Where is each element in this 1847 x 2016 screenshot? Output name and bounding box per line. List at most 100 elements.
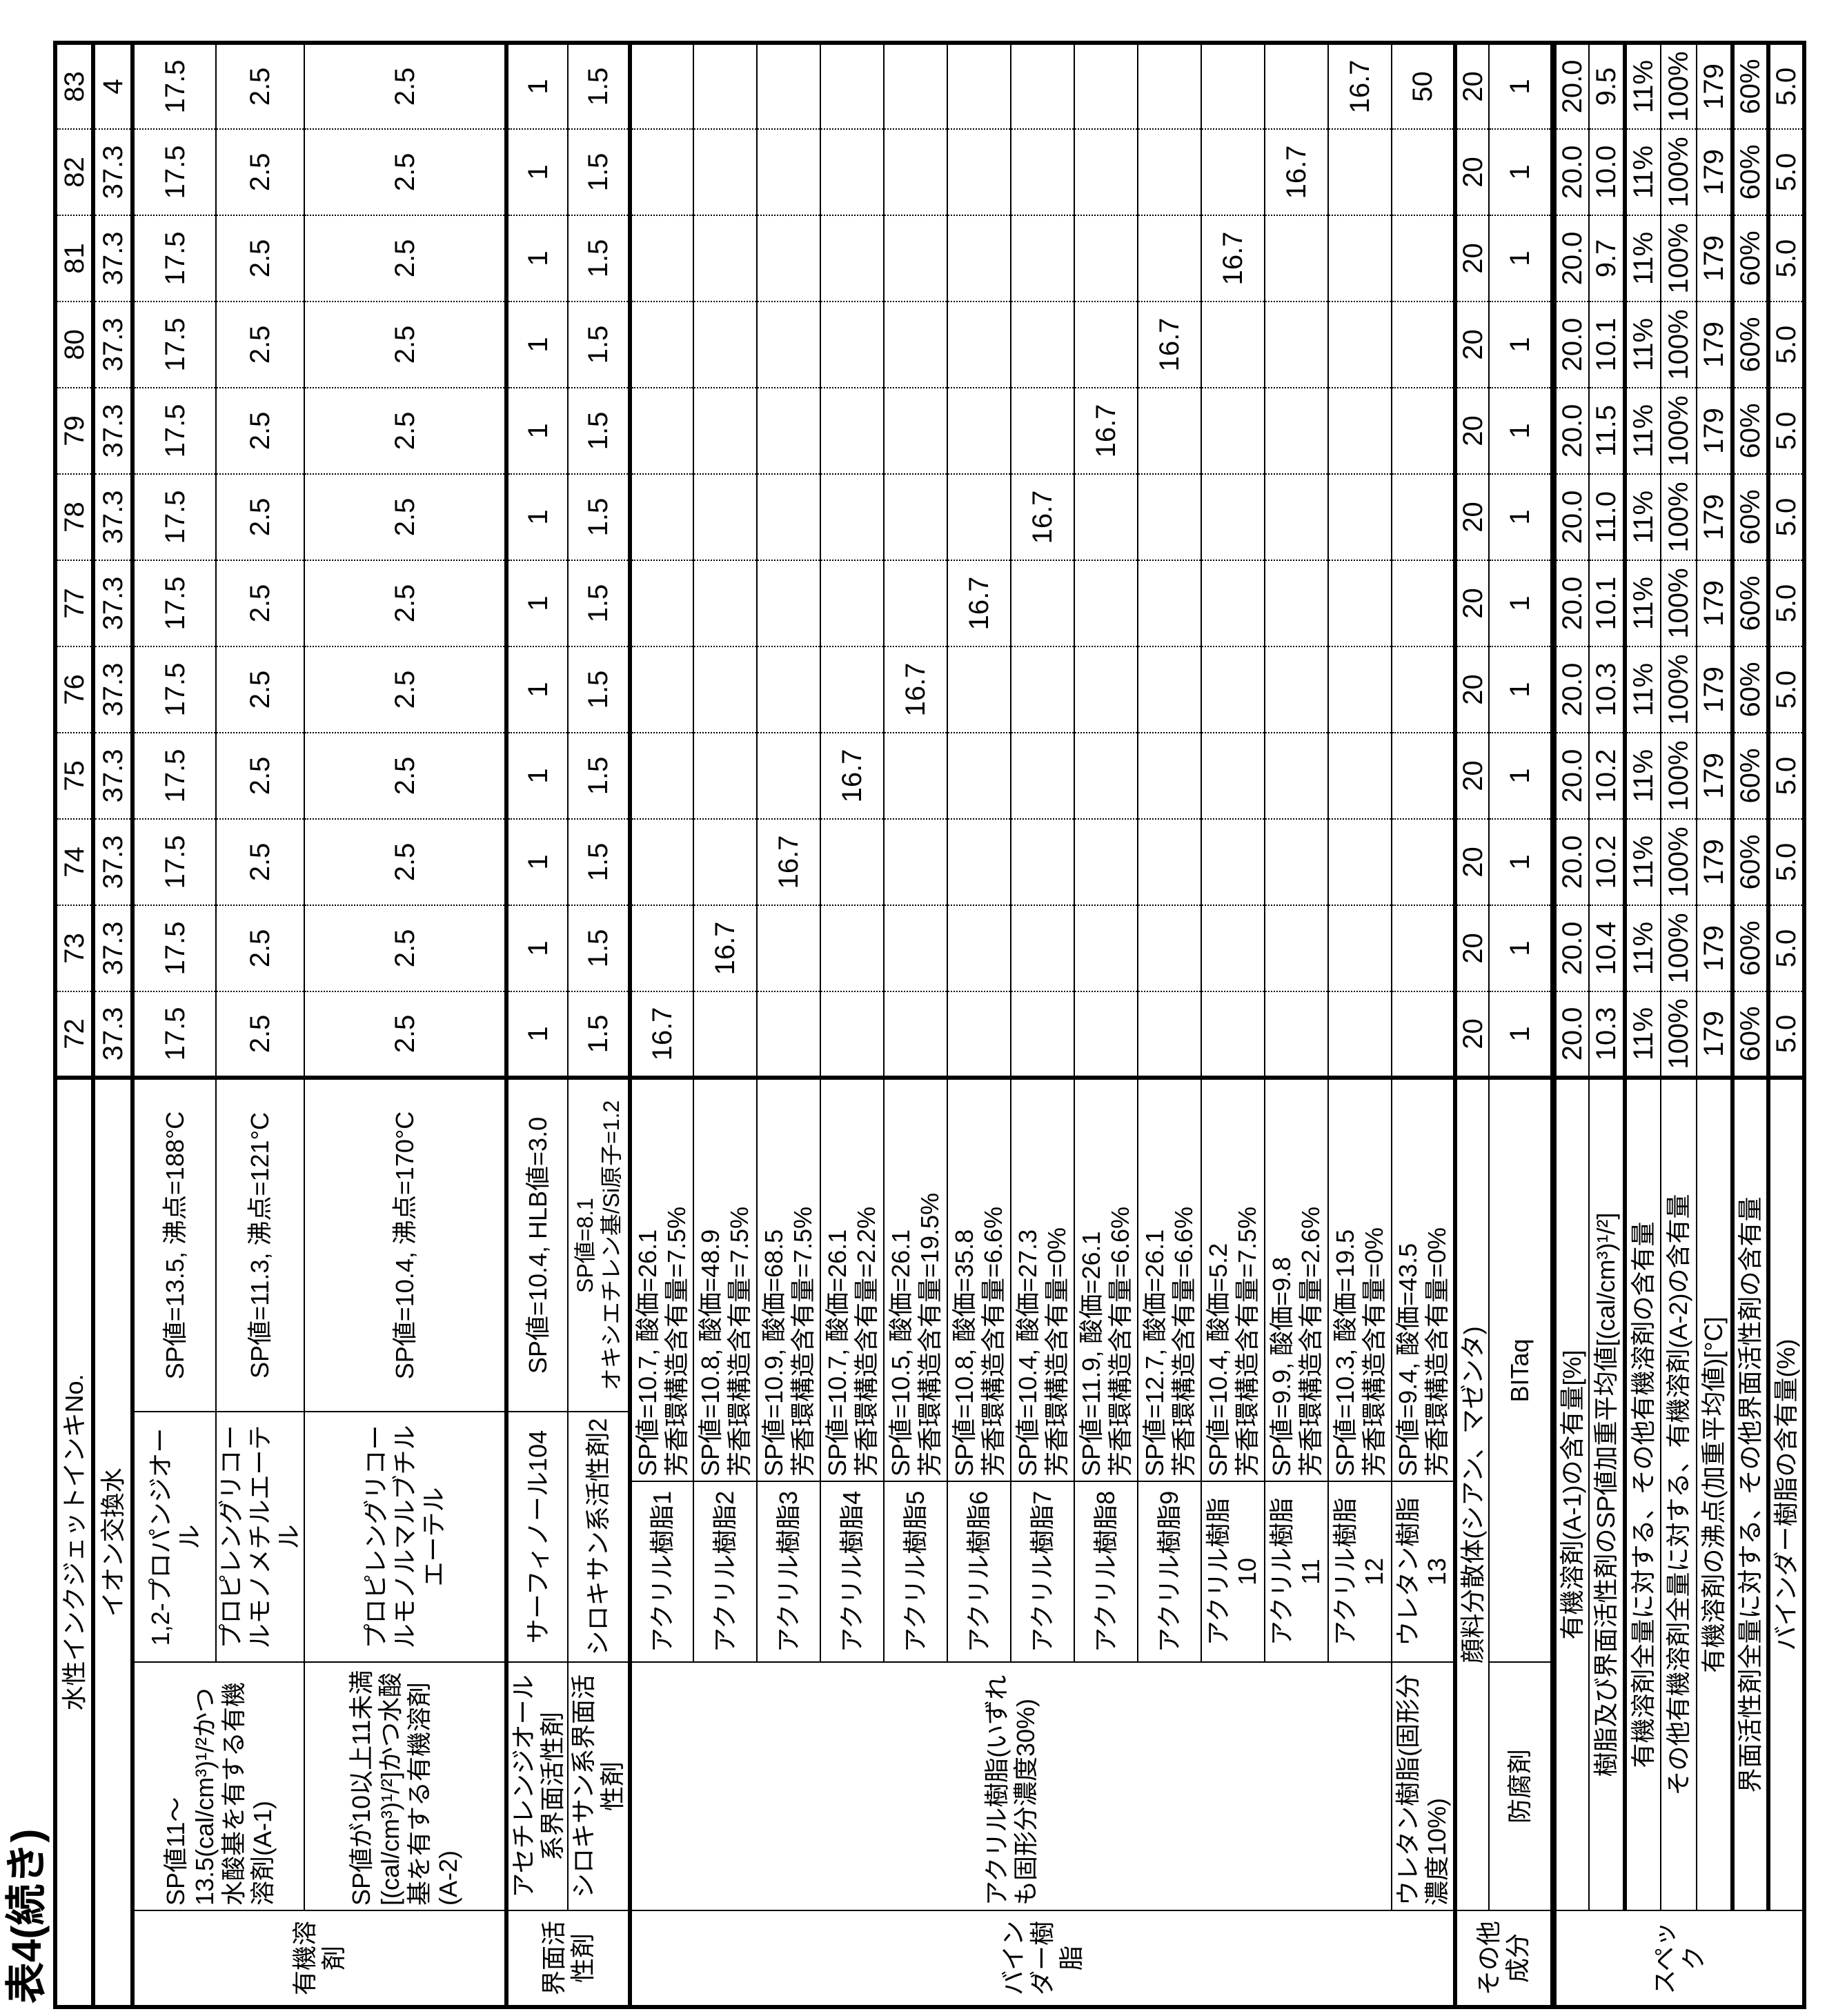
- ink-number: 78: [55, 474, 93, 560]
- value-cell: 17.5: [132, 991, 216, 1078]
- spec-value: 5.0: [1768, 646, 1804, 733]
- spec-value: 179: [1697, 129, 1732, 215]
- spec-value: 60%: [1732, 215, 1768, 302]
- spec-value: 100%: [1661, 43, 1697, 129]
- value-cell: 17.5: [132, 819, 216, 905]
- spec-value: 60%: [1732, 733, 1768, 819]
- value-cell: [820, 646, 884, 733]
- value-cell: 1: [506, 302, 568, 388]
- spec-label: 有機溶剤全量に対する、その他有機溶剤の含有量: [1625, 1078, 1661, 1910]
- spec-value: 179: [1697, 388, 1732, 474]
- spec-value: 20.0: [1553, 302, 1589, 388]
- spec-value: 100%: [1661, 733, 1697, 819]
- value-cell: [884, 302, 947, 388]
- resin-name: アクリル樹脂1: [630, 1481, 693, 1662]
- value-cell: 2.5: [304, 733, 506, 819]
- resin-property-line: SP値=10.3, 酸価=19.5: [1331, 1084, 1360, 1476]
- surfactant-property: SP値=10.4, HLB値=3.0: [506, 1078, 568, 1412]
- table-row: その他成分顔料分散体(シアン、マゼンタ)20202020202020202020…: [1455, 43, 1489, 2007]
- value-cell: 1: [1489, 302, 1553, 388]
- value-cell: 1.5: [568, 991, 630, 1078]
- value-cell: [1201, 43, 1265, 129]
- solvent-property: SP値=11.3, 沸点=121°C: [216, 1078, 304, 1412]
- resin-name: アクリル樹脂3: [757, 1481, 820, 1662]
- value-cell: [1074, 215, 1138, 302]
- spec-value: 179: [1697, 560, 1732, 646]
- value-cell: [1392, 129, 1455, 215]
- value-cell: [820, 819, 884, 905]
- spec-value: 179: [1697, 733, 1732, 819]
- spec-value: 11%: [1625, 819, 1661, 905]
- value-cell: 1: [1489, 129, 1553, 215]
- spec-value: 10.4: [1589, 905, 1625, 991]
- spec-value: 11%: [1625, 560, 1661, 646]
- resin-property-line: SP値=10.7, 酸価=26.1: [823, 1084, 852, 1476]
- spec-value: 60%: [1732, 474, 1768, 560]
- value-cell: 1: [1489, 646, 1553, 733]
- ink-number: 76: [55, 646, 93, 733]
- pigment-label: 顔料分散体(シアン、マゼンタ): [1455, 1078, 1489, 1910]
- spec-value: 100%: [1661, 129, 1697, 215]
- value-cell: 2.5: [304, 560, 506, 646]
- preservative-name: BITaq: [1489, 1078, 1553, 1662]
- value-cell: [1074, 733, 1138, 819]
- value-cell: [820, 474, 884, 560]
- value-cell: 16.7: [1011, 474, 1074, 560]
- value-cell: [1201, 388, 1265, 474]
- value-cell: [947, 819, 1011, 905]
- spec-value: 11%: [1625, 733, 1661, 819]
- urethane-group: ウレタン樹脂(固形分濃度10%): [1392, 1662, 1455, 1910]
- ink-number: 80: [55, 302, 93, 388]
- resin-name: アクリル樹脂2: [693, 1481, 757, 1662]
- spec-label: 有機溶剤(A-1)の含有量[%]: [1553, 1078, 1589, 1910]
- value-cell: 2.5: [216, 129, 304, 215]
- value-cell: [1328, 129, 1392, 215]
- value-cell: 37.3: [93, 129, 132, 215]
- value-cell: 17.5: [132, 474, 216, 560]
- value-cell: [1201, 560, 1265, 646]
- resin-property-line: SP値=10.5, 酸価=26.1: [887, 1084, 916, 1476]
- resin-property-line: SP値=10.8, 酸価=35.8: [950, 1084, 979, 1476]
- value-cell: [1392, 474, 1455, 560]
- value-cell: 2.5: [216, 646, 304, 733]
- table-row: 界面活性剤全量に対する、その他界面活性剤の含有量60%60%60%60%60%6…: [1732, 43, 1768, 2007]
- value-cell: 1.5: [568, 388, 630, 474]
- spec-value: 5.0: [1768, 302, 1804, 388]
- value-cell: 20: [1455, 560, 1489, 646]
- value-cell: [630, 388, 693, 474]
- value-cell: 37.3: [93, 560, 132, 646]
- value-cell: [1074, 819, 1138, 905]
- value-cell: 1: [506, 560, 568, 646]
- value-cell: 16.7: [1138, 302, 1201, 388]
- spec-value: 100%: [1661, 819, 1697, 905]
- value-cell: [947, 215, 1011, 302]
- value-cell: 1: [1489, 388, 1553, 474]
- value-cell: [1201, 129, 1265, 215]
- spec-value: 60%: [1732, 905, 1768, 991]
- table-row: 有機溶剤の沸点(加重平均値)[°C]1791791791791791791791…: [1697, 43, 1732, 2007]
- value-cell: 16.7: [1265, 129, 1328, 215]
- value-cell: [1011, 733, 1074, 819]
- resin-property-line: SP値=11.9, 酸価=26.1: [1077, 1084, 1106, 1476]
- value-cell: 16.7: [884, 646, 947, 733]
- value-cell: [1011, 905, 1074, 991]
- spec-value: 5.0: [1768, 215, 1804, 302]
- spec-value: 60%: [1732, 302, 1768, 388]
- spec-value: 179: [1697, 43, 1732, 129]
- value-cell: [1392, 991, 1455, 1078]
- value-cell: 2.5: [304, 43, 506, 129]
- value-cell: [884, 905, 947, 991]
- resin-name: アクリル樹脂9: [1138, 1481, 1201, 1662]
- value-cell: [1138, 905, 1201, 991]
- value-cell: 20: [1455, 215, 1489, 302]
- value-cell: [630, 819, 693, 905]
- value-cell: [1138, 129, 1201, 215]
- spec-value: 11%: [1625, 43, 1661, 129]
- value-cell: [1328, 388, 1392, 474]
- table-row: バインダー樹脂の含有量(%)5.05.05.05.05.05.05.05.05.…: [1768, 43, 1804, 2007]
- spec-value: 5.0: [1768, 991, 1804, 1078]
- value-cell: [1392, 819, 1455, 905]
- resin-property: SP値=10.4, 酸価=27.3芳香環構造含有量=0%: [1011, 1078, 1074, 1481]
- value-cell: 2.5: [304, 819, 506, 905]
